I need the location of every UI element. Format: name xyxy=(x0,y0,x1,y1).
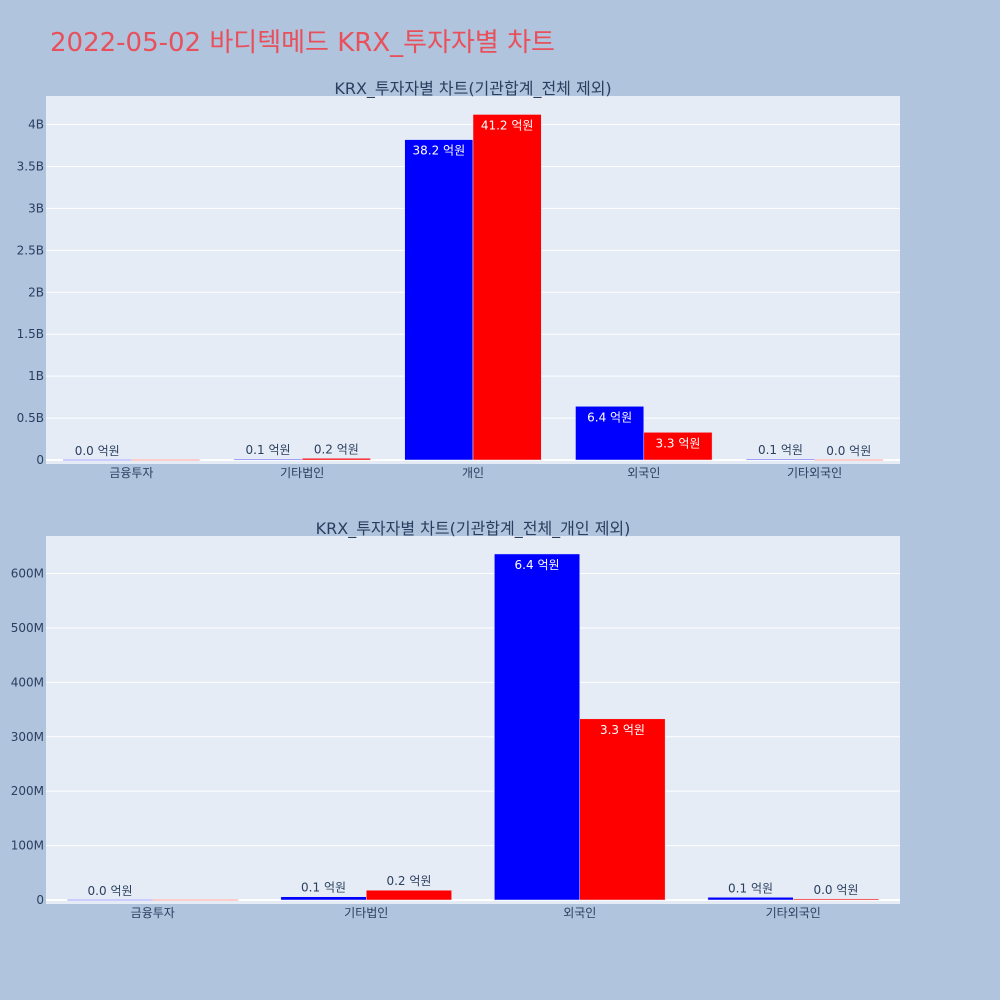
x-tick-label: 기타법인 xyxy=(344,906,388,920)
data-label: 0.1 억원 xyxy=(246,443,291,457)
bar xyxy=(233,458,303,461)
data-label: 3.3 억원 xyxy=(655,436,700,450)
x-tick-label: 기타외국인 xyxy=(766,906,821,920)
bar xyxy=(131,459,200,461)
data-label: 0.2 억원 xyxy=(386,874,431,888)
page-title: 2022-05-02 바디텍메드 KRX_투자자별 차트 xyxy=(50,28,555,58)
bar xyxy=(793,898,879,901)
plot-area xyxy=(46,536,900,904)
data-label: 41.2 억원 xyxy=(481,118,534,132)
y-tick-label: 0.5B xyxy=(17,411,44,425)
data-label: 0.1 억원 xyxy=(728,881,773,895)
y-tick-label: 0 xyxy=(36,453,44,467)
bar xyxy=(67,899,153,901)
y-tick-label: 300M xyxy=(11,730,44,744)
x-tick-label: 금융투자 xyxy=(131,906,175,920)
data-label: 0.1 억원 xyxy=(301,881,346,895)
x-tick-label: 기타외국인 xyxy=(787,466,842,480)
chart-bottom: KRX_투자자별 차트(기관합계_전체_개인 제외) 0 100M 200M 300M 4… xyxy=(11,519,900,920)
data-label: 0.0 억원 xyxy=(826,444,871,458)
data-label: 0.1 억원 xyxy=(758,443,803,457)
bar xyxy=(472,114,542,461)
x-tick-label: 외국인 xyxy=(627,466,660,480)
chart-title: KRX_투자자별 차트(기관합계_전체_개인 제외) xyxy=(316,519,631,539)
y-tick-label: 3.5B xyxy=(17,159,44,173)
y-tick-label: 4B xyxy=(28,118,44,132)
y-tick-label: 500M xyxy=(11,621,44,635)
data-label: 6.4 억원 xyxy=(587,410,632,424)
chart-top: KRX_투자자별 차트(기관합계_전체 제외) 0 0.5B 1B 1.5B 2B 2.5B… xyxy=(17,79,900,480)
bar xyxy=(746,458,815,461)
data-label: 0.2 억원 xyxy=(314,442,359,456)
y-tick-label: 3B xyxy=(28,201,44,215)
bar xyxy=(579,718,666,901)
bar xyxy=(301,458,371,461)
y-tick-label: 0 xyxy=(36,893,44,907)
chart-title: KRX_투자자별 차트(기관합계_전체 제외) xyxy=(334,79,611,99)
data-label: 0.0 억원 xyxy=(813,883,858,897)
y-tick-label: 2B xyxy=(28,285,44,299)
y-tick-label: 100M xyxy=(11,839,44,853)
y-tick-label: 1.5B xyxy=(17,327,44,341)
y-tick-label: 200M xyxy=(11,784,44,798)
bar xyxy=(404,139,474,461)
bar xyxy=(707,897,794,901)
y-tick-label: 2.5B xyxy=(17,243,44,257)
bar xyxy=(280,896,367,901)
bar xyxy=(366,889,452,901)
bar xyxy=(575,406,645,461)
bar xyxy=(152,899,239,901)
bar xyxy=(814,459,883,461)
y-tick-label: 400M xyxy=(11,675,44,689)
y-tick-label: 1B xyxy=(28,369,44,383)
data-label: 38.2 억원 xyxy=(413,144,466,158)
x-tick-label: 기타법인 xyxy=(280,466,324,480)
data-label: 0.0 억원 xyxy=(75,444,120,458)
bar xyxy=(643,432,713,461)
y-tick-label: 600M xyxy=(11,567,44,581)
data-label: 6.4 억원 xyxy=(515,558,560,572)
x-tick-label: 개인 xyxy=(462,466,484,480)
bar xyxy=(63,459,132,461)
bar xyxy=(494,553,581,901)
data-label: 3.3 억원 xyxy=(600,723,645,737)
x-tick-label: 금융투자 xyxy=(109,466,153,480)
data-label: 0.0 억원 xyxy=(88,884,133,898)
x-tick-label: 외국인 xyxy=(563,906,596,920)
